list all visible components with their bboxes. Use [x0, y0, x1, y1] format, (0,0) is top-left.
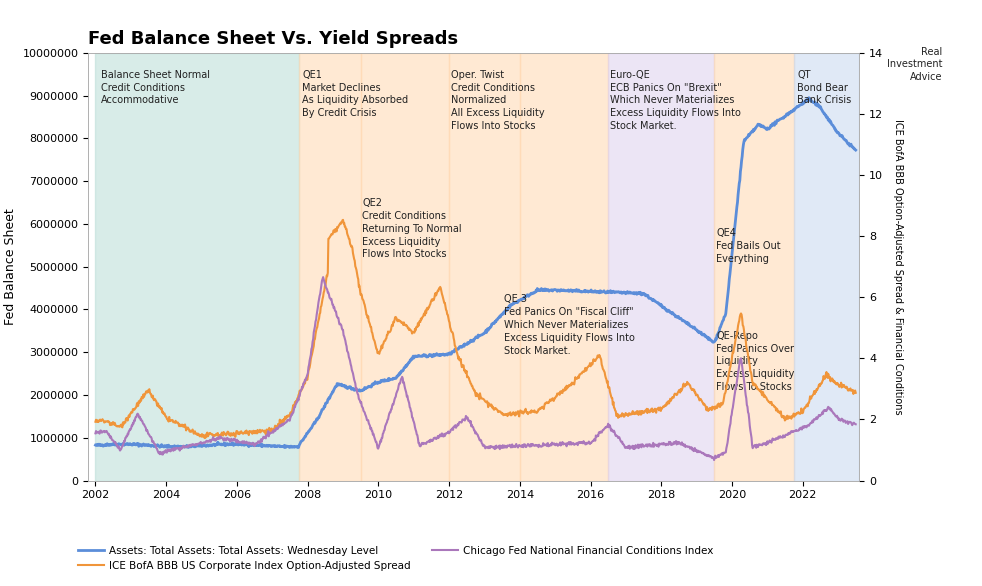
Legend: Assets: Total Assets: Total Assets: Wednesday Level, ICE BofA BBB US Corporate I: Assets: Total Assets: Total Assets: Wedn… [74, 541, 718, 575]
Text: QE-Repo
Fed Panics Over
Liquidity
Excess Liquidity
Flows To Stocks: QE-Repo Fed Panics Over Liquidity Excess… [716, 331, 794, 392]
Text: Balance Sheet Normal
Credit Conditions
Accommodative: Balance Sheet Normal Credit Conditions A… [101, 70, 210, 105]
Bar [95, 53, 299, 481]
Text: Fed Balance Sheet Vs. Yield Spreads: Fed Balance Sheet Vs. Yield Spreads [88, 30, 459, 49]
Bar [608, 53, 714, 481]
Bar [449, 53, 519, 481]
Bar [299, 53, 360, 481]
Y-axis label: Fed Balance Sheet: Fed Balance Sheet [4, 208, 17, 325]
Y-axis label: ICE BofA BBB Option-Adjusted Spread & Financial Conditions: ICE BofA BBB Option-Adjusted Spread & Fi… [893, 119, 902, 414]
Text: QT
Bond Bear
Bank Crisis: QT Bond Bear Bank Crisis [797, 70, 851, 105]
Text: QE 3
Fed Panics On "Fiscal Cliff"
Which Never Materializes
Excess Liquidity Flow: QE 3 Fed Panics On "Fiscal Cliff" Which … [504, 294, 634, 356]
Bar [360, 53, 449, 481]
Text: QE1
Market Declines
As Liquidity Absorbed
By Credit Crisis: QE1 Market Declines As Liquidity Absorbe… [302, 70, 409, 118]
Text: Euro-QE
ECB Panics On "Brexit"
Which Never Materializes
Excess Liquidity Flows I: Euro-QE ECB Panics On "Brexit" Which Nev… [610, 70, 740, 131]
Text: Oper. Twist
Credit Conditions
Normalized
All Excess Liquidity
Flows Into Stocks: Oper. Twist Credit Conditions Normalized… [451, 70, 544, 131]
Bar [793, 53, 859, 481]
Text: Real
Investment
Advice: Real Investment Advice [887, 47, 943, 81]
Bar [519, 53, 608, 481]
Text: QE4
Fed Bails Out
Everything: QE4 Fed Bails Out Everything [716, 228, 781, 264]
Text: QE2
Credit Conditions
Returning To Normal
Excess Liquidity
Flows Into Stocks: QE2 Credit Conditions Returning To Norma… [362, 198, 463, 260]
Bar [714, 53, 793, 481]
